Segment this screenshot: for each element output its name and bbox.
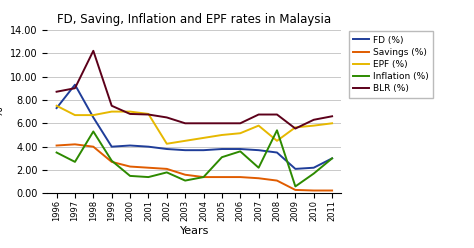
Savings (%) (329, 189, 335, 192)
Savings (%) (146, 166, 151, 169)
Line: FD (%): FD (%) (56, 85, 332, 169)
BLR (%) (256, 113, 262, 116)
Inflation (%) (164, 171, 170, 174)
EPF (%) (146, 112, 151, 115)
BLR (%) (311, 118, 317, 121)
BLR (%) (146, 113, 151, 116)
Inflation (%) (311, 172, 317, 175)
FD (%) (109, 145, 115, 148)
EPF (%) (72, 114, 78, 117)
FD (%) (146, 145, 151, 148)
FD (%) (219, 148, 225, 151)
Line: EPF (%): EPF (%) (56, 106, 332, 144)
BLR (%) (292, 127, 298, 130)
Inflation (%) (91, 130, 96, 133)
Inflation (%) (292, 185, 298, 188)
Inflation (%) (237, 150, 243, 153)
EPF (%) (201, 136, 206, 139)
EPF (%) (219, 133, 225, 136)
Savings (%) (292, 188, 298, 191)
Legend: FD (%), Savings (%), EPF (%), Inflation (%), BLR (%): FD (%), Savings (%), EPF (%), Inflation … (349, 31, 433, 98)
Inflation (%) (329, 157, 335, 160)
Line: Savings (%): Savings (%) (56, 144, 332, 190)
BLR (%) (329, 115, 335, 118)
BLR (%) (91, 49, 96, 52)
Title: FD, Saving, Inflation and EPF rates in Malaysia: FD, Saving, Inflation and EPF rates in M… (57, 13, 331, 26)
Savings (%) (274, 179, 280, 182)
Line: Inflation (%): Inflation (%) (56, 130, 332, 186)
FD (%) (256, 149, 262, 152)
FD (%) (91, 116, 96, 119)
Savings (%) (72, 143, 78, 146)
BLR (%) (237, 122, 243, 125)
Savings (%) (91, 145, 96, 148)
Savings (%) (237, 176, 243, 179)
FD (%) (311, 166, 317, 169)
Inflation (%) (127, 174, 133, 177)
FD (%) (329, 157, 335, 160)
Savings (%) (127, 165, 133, 168)
FD (%) (182, 149, 188, 152)
FD (%) (292, 167, 298, 170)
EPF (%) (292, 126, 298, 129)
FD (%) (274, 151, 280, 154)
FD (%) (237, 148, 243, 151)
FD (%) (127, 144, 133, 147)
BLR (%) (54, 90, 59, 93)
EPF (%) (164, 142, 170, 145)
Inflation (%) (182, 179, 188, 182)
Inflation (%) (201, 176, 206, 179)
BLR (%) (72, 87, 78, 90)
Inflation (%) (219, 156, 225, 159)
Inflation (%) (274, 129, 280, 132)
Savings (%) (219, 176, 225, 179)
BLR (%) (201, 122, 206, 125)
EPF (%) (237, 132, 243, 135)
EPF (%) (182, 139, 188, 142)
Savings (%) (201, 176, 206, 179)
Savings (%) (311, 189, 317, 192)
Savings (%) (164, 167, 170, 170)
FD (%) (72, 83, 78, 86)
BLR (%) (219, 122, 225, 125)
FD (%) (201, 149, 206, 152)
Y-axis label: %: % (0, 106, 4, 117)
EPF (%) (256, 124, 262, 127)
EPF (%) (54, 104, 59, 107)
Inflation (%) (54, 151, 59, 154)
EPF (%) (91, 114, 96, 117)
BLR (%) (274, 113, 280, 116)
Inflation (%) (72, 160, 78, 163)
EPF (%) (311, 124, 317, 127)
Line: BLR (%): BLR (%) (56, 51, 332, 128)
Savings (%) (256, 177, 262, 180)
EPF (%) (274, 139, 280, 142)
Inflation (%) (146, 176, 151, 179)
Savings (%) (109, 160, 115, 163)
BLR (%) (164, 116, 170, 119)
EPF (%) (127, 110, 133, 113)
FD (%) (54, 107, 59, 110)
Savings (%) (182, 173, 188, 176)
Inflation (%) (256, 166, 262, 169)
X-axis label: Years: Years (180, 226, 209, 236)
BLR (%) (127, 112, 133, 115)
Inflation (%) (109, 159, 115, 162)
Savings (%) (54, 144, 59, 147)
BLR (%) (109, 104, 115, 107)
EPF (%) (329, 122, 335, 125)
EPF (%) (109, 110, 115, 113)
FD (%) (164, 148, 170, 151)
BLR (%) (182, 122, 188, 125)
